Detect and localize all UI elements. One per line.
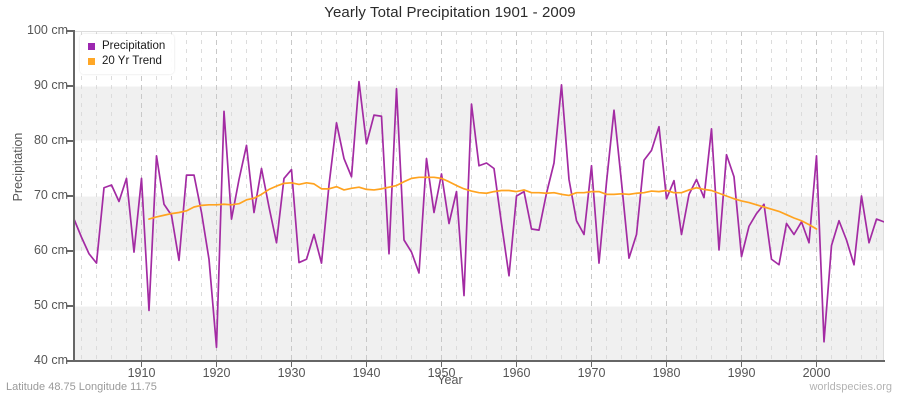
x-tick-label: 2000 (802, 366, 831, 380)
plot-area (74, 31, 884, 361)
y-tick-mark (67, 140, 73, 142)
footer-source: worldspecies.org (809, 381, 892, 393)
x-tick-mark (815, 361, 818, 367)
footer-coordinates: Latitude 48.75 Longitude 11.75 (6, 381, 157, 393)
y-tick-label: 70 cm (33, 188, 68, 202)
x-tick-label: 1920 (202, 366, 231, 380)
plot-band (74, 306, 884, 361)
y-tick-label: 50 cm (33, 298, 68, 312)
x-tick-label: 1930 (277, 366, 306, 380)
x-tick-label: 1910 (127, 366, 156, 380)
legend-item[interactable]: Precipitation (86, 39, 165, 53)
legend-swatch-icon (88, 42, 95, 50)
y-tick-label: 90 cm (33, 78, 68, 92)
y-tick-label: 40 cm (33, 353, 68, 367)
y-tick-label: 60 cm (33, 243, 68, 257)
y-tick-mark (67, 30, 73, 32)
legend-label: 20 Yr Trend (102, 55, 162, 67)
plot-band (74, 86, 884, 141)
x-tick-label: 1950 (427, 366, 456, 380)
x-tick-mark (740, 361, 743, 367)
x-tick-label: 1940 (352, 366, 381, 380)
legend-swatch-icon (88, 57, 95, 65)
plot-band (74, 196, 884, 251)
y-axis-line (73, 30, 75, 362)
x-tick-mark (140, 361, 143, 367)
y-tick-mark (67, 250, 73, 252)
series-line-20-yr-trend (148, 176, 818, 230)
y-tick-mark (67, 195, 73, 197)
y-tick-mark (67, 85, 73, 87)
y-tick-label: 100 cm (27, 23, 68, 37)
y-tick-mark (67, 360, 73, 362)
x-tick-label: 1990 (727, 366, 756, 380)
x-axis-line (73, 360, 885, 362)
x-tick-mark (515, 361, 518, 367)
plot-svg (74, 31, 884, 361)
x-tick-mark (290, 361, 293, 367)
y-tick-mark (67, 305, 73, 307)
chart-legend: Precipitation 20 Yr Trend (80, 34, 175, 74)
x-tick-mark (365, 361, 368, 367)
x-tick-label: 1970 (577, 366, 606, 380)
legend-item[interactable]: 20 Yr Trend (86, 54, 165, 68)
x-tick-mark (215, 361, 218, 367)
chart-title: Yearly Total Precipitation 1901 - 2009 (324, 4, 576, 21)
y-tick-label: 80 cm (33, 133, 68, 147)
legend-label: Precipitation (102, 40, 166, 52)
series-line-precipitation (74, 80, 884, 349)
x-tick-mark (440, 361, 443, 367)
x-tick-mark (590, 361, 593, 367)
x-tick-label: 1980 (652, 366, 681, 380)
x-tick-label: 1960 (502, 366, 531, 380)
x-tick-mark (665, 361, 668, 367)
x-axis-title: Year (437, 373, 463, 387)
